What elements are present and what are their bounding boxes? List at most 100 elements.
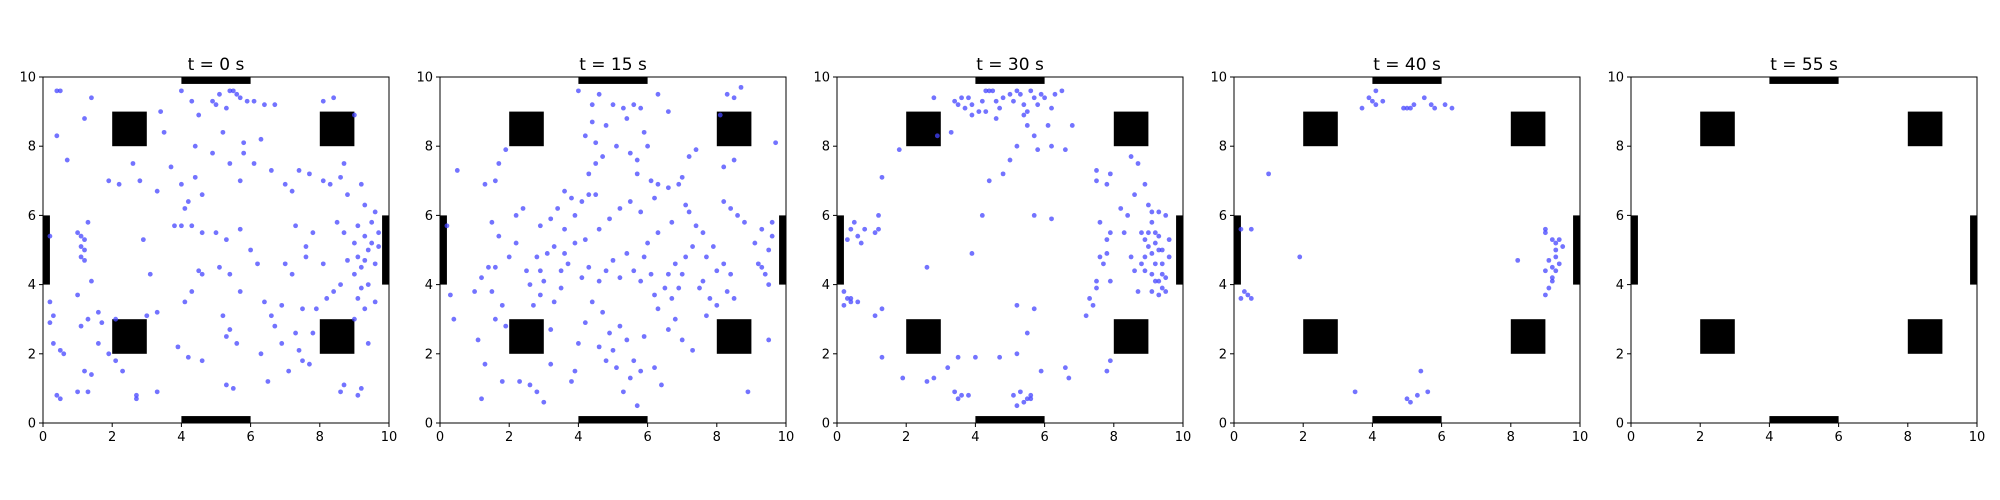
data-point	[1062, 147, 1068, 153]
panel-3: 0 2 4 6 8 10 0 2 4 6 8 10 t = 40 s	[1210, 55, 1588, 445]
data-point	[1146, 202, 1151, 208]
data-point	[230, 386, 236, 391]
data-point	[572, 213, 578, 218]
data-point	[75, 389, 80, 395]
data-point	[979, 213, 985, 218]
data-point	[693, 223, 699, 229]
data-point	[50, 313, 56, 319]
data-point	[735, 213, 740, 218]
data-point	[665, 271, 671, 277]
data-point	[1159, 285, 1165, 291]
data-point	[1062, 365, 1068, 371]
data-point	[766, 282, 772, 287]
data-point	[624, 116, 630, 121]
data-point	[1163, 275, 1169, 281]
data-point	[1543, 226, 1548, 232]
data-point	[358, 386, 364, 391]
data-point	[862, 226, 868, 232]
data-point	[742, 219, 747, 225]
data-point	[517, 379, 522, 384]
x-tick-label: 4	[1368, 430, 1376, 445]
data-point	[541, 399, 547, 405]
data-point	[196, 268, 202, 274]
data-point	[714, 268, 720, 274]
data-point	[362, 257, 368, 263]
data-point	[617, 323, 623, 329]
data-point	[345, 257, 350, 263]
data-point	[1101, 261, 1106, 267]
data-point	[217, 264, 222, 270]
data-point	[503, 323, 509, 329]
data-point	[593, 161, 599, 166]
data-point	[179, 88, 184, 94]
data-point	[752, 240, 758, 246]
data-point	[1149, 209, 1155, 215]
data-point	[376, 244, 382, 249]
data-point	[990, 88, 996, 94]
data-point	[1149, 219, 1155, 225]
data-point	[1142, 254, 1148, 260]
data-point	[755, 261, 761, 267]
data-point	[1135, 289, 1141, 294]
data-point	[704, 313, 709, 319]
data-point	[1031, 213, 1037, 218]
data-point	[983, 109, 989, 114]
data-point	[134, 396, 139, 402]
data-point	[352, 271, 357, 277]
y-tick-label: 6	[822, 209, 830, 224]
data-point	[1146, 244, 1151, 249]
data-point	[569, 195, 574, 201]
data-point	[969, 251, 975, 256]
data-point	[700, 278, 706, 284]
data-point	[372, 299, 378, 305]
data-point	[355, 296, 361, 301]
data-point	[154, 309, 160, 315]
panel-title: t = 30 s	[976, 55, 1044, 75]
data-point	[365, 247, 371, 253]
data-point	[1549, 275, 1555, 281]
data-point	[665, 185, 671, 191]
x-tick-label: 0	[436, 430, 444, 445]
data-point	[47, 299, 53, 305]
data-point	[1139, 230, 1144, 236]
data-point	[54, 392, 60, 398]
data-point	[213, 230, 219, 236]
data-point	[641, 254, 647, 260]
data-point	[721, 164, 727, 170]
data-point	[1432, 105, 1438, 111]
data-point	[89, 278, 94, 284]
data-point	[147, 271, 153, 277]
data-point	[192, 143, 198, 149]
data-point	[286, 368, 292, 374]
data-point	[1097, 219, 1103, 225]
y-tick-label: 10	[1607, 71, 1624, 86]
data-point	[227, 327, 233, 332]
data-point	[82, 257, 87, 263]
data-point	[655, 306, 661, 312]
data-point	[1238, 226, 1244, 232]
data-point	[1031, 133, 1037, 139]
y-tick-label: 4	[822, 278, 830, 293]
exit-3	[1970, 215, 1977, 285]
data-point	[683, 202, 689, 208]
data-point	[1428, 102, 1434, 108]
data-point	[876, 226, 881, 232]
y-tick-label: 2	[425, 347, 433, 362]
data-point	[444, 223, 450, 229]
data-point	[665, 109, 671, 114]
data-point	[728, 206, 734, 211]
data-point	[95, 309, 101, 315]
data-point	[721, 261, 727, 267]
data-point	[534, 254, 540, 260]
data-point	[1425, 389, 1431, 395]
data-point	[310, 230, 316, 236]
data-point	[537, 292, 543, 298]
data-point	[1128, 154, 1134, 159]
data-point	[1049, 105, 1054, 111]
y-tick-label: 8	[822, 140, 830, 155]
data-point	[313, 306, 319, 312]
panel-1: 0 2 4 6 8 10 0 2 4 6 8 10 t = 15 s	[416, 55, 794, 445]
data-point	[679, 174, 685, 180]
exit-0	[975, 77, 1045, 84]
data-point	[1159, 261, 1165, 267]
